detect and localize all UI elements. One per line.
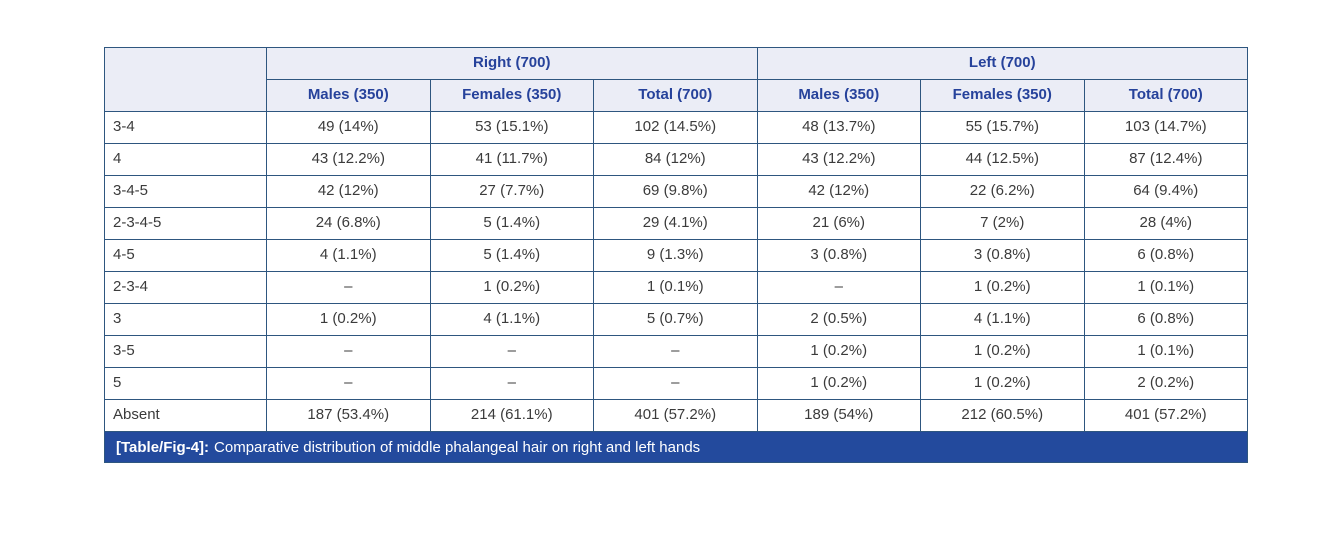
- table-row: 5– – –1 (0.2%) 1 (0.2%) 2 (0.2%): [104, 367, 1248, 400]
- corner-header-cell: [104, 47, 267, 112]
- table-cell: 187 (53.4%): [266, 399, 431, 432]
- sub-header-row: Males (350) Females (350) Total (700) Males…: [105, 79, 1248, 112]
- table-row: 3-5– – –1 (0.2%) 1 (0.2%) 1 (0.1%): [104, 335, 1248, 368]
- table-cell: 401 (57.2%): [1083, 399, 1248, 432]
- comparative-distribution-table: Right (700) Left (700) Males (350) Female…: [104, 47, 1248, 432]
- table-body: 3-4 49 (14%) 53 (15.1%) 102 (14.5%) 48 (13.7…: [104, 111, 1248, 432]
- table-cell: 212 (60.5%): [920, 399, 1085, 432]
- table-row: 3-4 49 (14%) 53 (15.1%) 102 (14.5%) 48 (13.7…: [104, 111, 1248, 144]
- row-label: 3-5: [104, 335, 267, 368]
- table-cell: 21 (6%): [756, 207, 921, 240]
- row-label: 2-3-4-5: [104, 207, 267, 240]
- table-cell: –: [266, 335, 431, 368]
- row-label: 5: [104, 367, 267, 400]
- table-row: 3-4-5 42 (12%) 27 (7.7%) 69 (9.8%) 42 (12%) 2…: [104, 175, 1248, 208]
- row-label: 3-4-5: [104, 175, 267, 208]
- table-cell: 102 (14.5%): [593, 111, 758, 144]
- row-label: 4: [104, 143, 267, 176]
- column-header: Females (350): [920, 79, 1085, 112]
- table-cell: 42 (12%): [266, 175, 431, 208]
- row-label: Absent: [104, 399, 267, 432]
- caption-label: [Table/Fig-4]:: [116, 438, 210, 456]
- caption-text: Comparative distribution of middle phala…: [214, 438, 701, 456]
- row-label: 2-3-4: [104, 271, 267, 304]
- table-cell: 44 (12.5%): [920, 143, 1085, 176]
- column-header: Females (350): [429, 79, 594, 112]
- table-cell: –: [429, 367, 594, 400]
- table-header: Right (700) Left (700) Males (350) Female…: [104, 47, 1248, 112]
- table-row: Absent 187 (53.4%) 214 (61.1%) 401 (57.2%) 1…: [104, 399, 1248, 432]
- table-cell: 4 (1.1%): [266, 239, 431, 272]
- column-header: Total (700): [1083, 79, 1248, 112]
- table-row: 4 43 (12.2%) 41 (11.7%) 84 (12%) 43 (12.2%) 4…: [104, 143, 1248, 176]
- table-cell: 401 (57.2%): [593, 399, 758, 432]
- table-cell: 1 (0.2%): [756, 335, 921, 368]
- table-cell: 69 (9.8%): [593, 175, 758, 208]
- table-cell: 103 (14.7%): [1083, 111, 1248, 144]
- table-cell: 5 (1.4%): [429, 207, 594, 240]
- table-row: 2-3-4–1 (0.2%) 1 (0.1%) –1 (0.2%) 1 (0.1%): [104, 271, 1248, 304]
- table-cell: 2 (0.5%): [756, 303, 921, 336]
- table-cell: 7 (2%): [920, 207, 1085, 240]
- table-row: 2-3-4-5 24 (6.8%) 5 (1.4%) 29 (4.1%) 21 (6%)…: [104, 207, 1248, 240]
- table-cell: 6 (0.8%): [1083, 239, 1248, 272]
- table-cell: 6 (0.8%): [1083, 303, 1248, 336]
- table-cell: 4 (1.1%): [429, 303, 594, 336]
- table-cell: –: [593, 335, 758, 368]
- table-cell: –: [593, 367, 758, 400]
- table-cell: 1 (0.2%): [756, 367, 921, 400]
- table-cell: 1 (0.2%): [920, 335, 1085, 368]
- table-cell: 55 (15.7%): [920, 111, 1085, 144]
- table-cell: 4 (1.1%): [920, 303, 1085, 336]
- table-cell: 24 (6.8%): [266, 207, 431, 240]
- group-header-left: Left (700): [756, 47, 1248, 80]
- table-cell: 9 (1.3%): [593, 239, 758, 272]
- table-caption: [Table/Fig-4]: Comparative distribution …: [104, 432, 1248, 463]
- table-cell: 1 (0.2%): [266, 303, 431, 336]
- column-header: Total (700): [593, 79, 758, 112]
- table-cell: 53 (15.1%): [429, 111, 594, 144]
- table-cell: 5 (1.4%): [429, 239, 594, 272]
- table-cell: 87 (12.4%): [1083, 143, 1248, 176]
- table-cell: 2 (0.2%): [1083, 367, 1248, 400]
- group-header-right: Right (700): [266, 47, 758, 80]
- table-cell: 27 (7.7%): [429, 175, 594, 208]
- table-cell: 84 (12%): [593, 143, 758, 176]
- table-cell: 1 (0.2%): [920, 367, 1085, 400]
- table-cell: –: [266, 271, 431, 304]
- table-cell: –: [756, 271, 921, 304]
- row-label: 3-4: [104, 111, 267, 144]
- table-figure: Right (700) Left (700) Males (350) Female…: [104, 47, 1248, 463]
- table-cell: 41 (11.7%): [429, 143, 594, 176]
- column-header: Males (350): [756, 79, 921, 112]
- column-header: Males (350): [266, 79, 431, 112]
- table-cell: 1 (0.2%): [920, 271, 1085, 304]
- table-cell: 43 (12.2%): [756, 143, 921, 176]
- table-cell: 1 (0.2%): [429, 271, 594, 304]
- table-cell: 42 (12%): [756, 175, 921, 208]
- table-cell: 28 (4%): [1083, 207, 1248, 240]
- table-cell: 22 (6.2%): [920, 175, 1085, 208]
- table-cell: –: [266, 367, 431, 400]
- table-cell: 1 (0.1%): [1083, 335, 1248, 368]
- table-row: 4-5 4 (1.1%) 5 (1.4%) 9 (1.3%) 3 (0.8%) 3 (0.…: [104, 239, 1248, 272]
- table-cell: 1 (0.1%): [593, 271, 758, 304]
- table-cell: 3 (0.8%): [920, 239, 1085, 272]
- table-cell: 49 (14%): [266, 111, 431, 144]
- group-header-row: Right (700) Left (700): [104, 47, 1248, 112]
- table-cell: 189 (54%): [756, 399, 921, 432]
- table-cell: 5 (0.7%): [593, 303, 758, 336]
- table-cell: –: [429, 335, 594, 368]
- table-cell: 43 (12.2%): [266, 143, 431, 176]
- row-label: 3: [104, 303, 267, 336]
- table-cell: 64 (9.4%): [1083, 175, 1248, 208]
- table-cell: 3 (0.8%): [756, 239, 921, 272]
- table-cell: 1 (0.1%): [1083, 271, 1248, 304]
- table-cell: 214 (61.1%): [429, 399, 594, 432]
- table-cell: 48 (13.7%): [756, 111, 921, 144]
- table-cell: 29 (4.1%): [593, 207, 758, 240]
- row-label: 4-5: [104, 239, 267, 272]
